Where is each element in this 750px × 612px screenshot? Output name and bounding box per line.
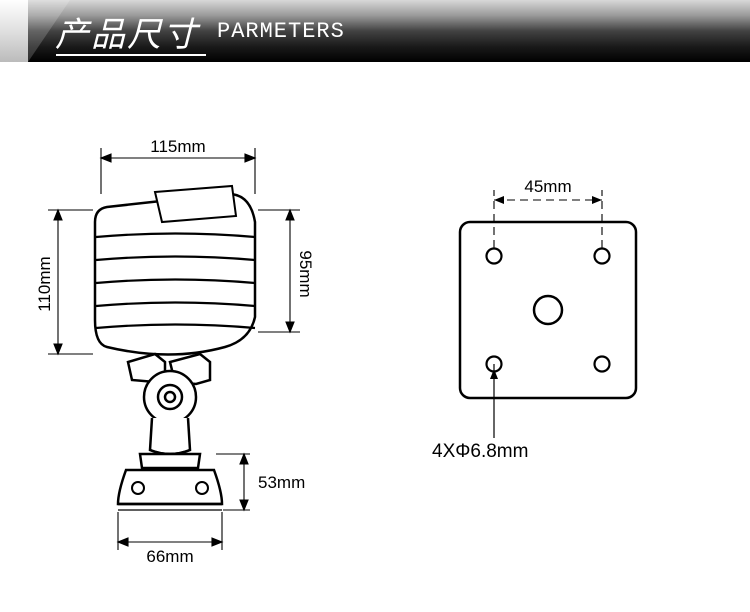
title-en: PARMETERS [217, 19, 345, 44]
dim-base-h-53: 53mm [258, 473, 305, 492]
dim-base-w-66: 66mm [146, 547, 193, 566]
dim-top-115: 115mm [150, 137, 205, 156]
label-holes: 4XΦ6.8mm [432, 441, 528, 462]
mount-plate-drawing: 45mm 4XΦ6.8mm [432, 177, 636, 462]
title-wrap: 产品尺寸 PARMETERS [55, 0, 735, 62]
title-cn: 产品尺寸 [55, 7, 199, 56]
dim-right-95: 95mm [296, 250, 315, 297]
header-accent [0, 0, 28, 62]
lamp-drawing: 115mm 110mm 95mm 53mm 66mm [35, 137, 315, 566]
title-underline [56, 54, 206, 56]
header-bar: 产品尺寸 PARMETERS [0, 0, 750, 62]
dim-left-110: 110mm [35, 256, 54, 311]
diagram-canvas: 115mm 110mm 95mm 53mm 66mm [0, 62, 750, 607]
dim-plate-45: 45mm [524, 177, 571, 196]
